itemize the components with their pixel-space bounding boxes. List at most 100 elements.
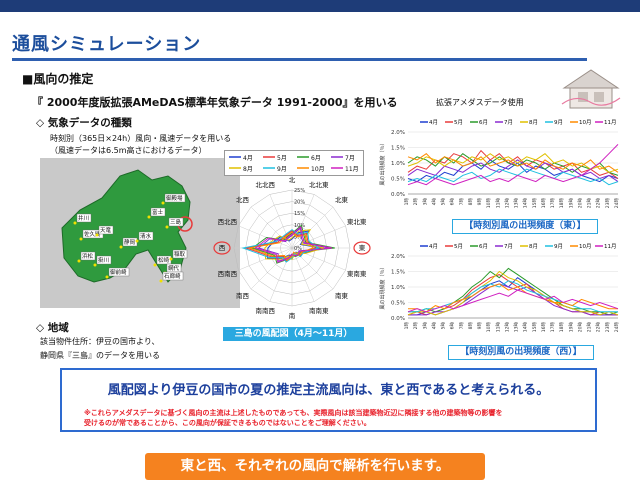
chart-legend-label: 10月 (579, 243, 592, 250)
region-heading: ◇ 地域 (36, 322, 69, 334)
chart-legend-label: 11月 (604, 119, 617, 126)
map-station-label: 松崎 (158, 256, 170, 264)
chart-x-tick: 19時 (568, 198, 574, 209)
map-station-label: 網代 (168, 264, 180, 272)
map-station-label: 御殿場 (166, 194, 183, 202)
chart-x-tick: 15時 (532, 198, 538, 209)
disclaimer-line1: ※これらアメダスデータに基づく風向の主流は上述したものであっても、実際風向は該当… (84, 409, 503, 417)
chart-x-tick: 10時 (486, 198, 492, 209)
chart-legend-label: 4月 (429, 119, 438, 126)
map-station-label: 清水 (140, 232, 152, 240)
data-source-quote: 『 2000年度版拡張AMeDAS標準年気象データ 1991-2000』を用いる (32, 96, 398, 109)
radar-direction-label: 東 (359, 243, 366, 252)
chart-x-tick: 18時 (559, 198, 565, 209)
radar-direction-label: 南南西 (255, 306, 275, 315)
chart-y-tick: 1.5% (391, 146, 405, 152)
radar-spoke (238, 225, 293, 249)
radar-series-5 (264, 229, 325, 261)
radar-direction-label: 南南東 (309, 306, 329, 315)
chart-legend-label: 11月 (604, 243, 617, 250)
radar-spoke (291, 206, 334, 249)
chart-x-tick: 4時 (431, 198, 437, 206)
chart-x-tick: 23時 (605, 322, 611, 333)
map-station: 井川 (73, 213, 92, 225)
chart-legend-label: 8月 (529, 243, 538, 250)
radar-direction-label: 北東 (335, 195, 349, 204)
map-station: 清水 (135, 231, 154, 243)
chart-series-11月 (407, 144, 619, 186)
radar-direction-label: 北西 (236, 196, 250, 204)
chart-x-tick: 1時 (404, 198, 410, 206)
chart-x-tick: 1時 (404, 322, 410, 330)
chart-x-tick: 16時 (541, 322, 547, 333)
chart-y-tick: 0.0% (391, 316, 405, 322)
radar-scale-tick: 10% (294, 223, 305, 229)
wind-rose-caption: 三島の風配図（4月～11月） (223, 327, 364, 341)
chart-x-tick: 3時 (422, 198, 428, 206)
chart-frame (378, 238, 628, 342)
radar-direction-label: 西北西 (218, 218, 238, 226)
chart-legend-label: 7月 (504, 119, 513, 126)
map-station: 浜松 (77, 251, 96, 263)
chart-y-label: 風の出現頻度（％） (379, 264, 386, 309)
radar-direction-label: 東北東 (347, 217, 367, 226)
map-station-label: 稲取 (174, 250, 186, 258)
map-station-label: 掛川 (98, 256, 109, 264)
radar-scale-tick: 0% (294, 246, 302, 252)
legend-label: 10月 (311, 166, 325, 173)
chart-y-label: 風の出現頻度（％） (379, 140, 386, 185)
radar-spoke (291, 194, 315, 249)
region-line1: 該当物件住所：伊豆の国市より、 (40, 337, 160, 346)
top-bar (0, 0, 640, 12)
weather-data-line1: 時刻別（365日×24h）風向・風速データを用いる (50, 134, 232, 143)
chart-y-tick: 1.5% (391, 270, 405, 276)
radar-direction-label: 西南西 (218, 269, 238, 278)
chart-x-tick: 15時 (532, 322, 538, 333)
map-station-label: 静岡 (124, 238, 136, 246)
shizuoka-map: 井川 佐久間 天竜 浜松 掛川 静岡 清水 御前崎 松崎 網代 三島 御殿場 富士 稲取 石廊崎 (40, 158, 240, 308)
chart-x-tick: 2時 (413, 322, 419, 330)
chart-series-10月 (408, 283, 618, 313)
map-station-label: 富士 (152, 208, 164, 216)
extended-amedas-label: 拡張アメダスデータ使用 (436, 98, 524, 107)
map-station: 御前崎 (105, 267, 130, 279)
chart-y-tick: 0.5% (391, 301, 405, 307)
chart-x-tick: 10時 (486, 322, 492, 333)
map-station: 富士 (147, 207, 166, 219)
page-title: 通風シミュレーション (12, 34, 202, 55)
map-station: 掛川 (93, 255, 112, 267)
chart-x-tick: 17時 (550, 322, 556, 333)
chart-legend-label: 10月 (579, 119, 592, 126)
chart-x-tick: 4時 (431, 322, 437, 330)
chart-x-tick: 13時 (514, 198, 520, 209)
chart-x-tick: 23時 (605, 198, 611, 209)
radar-highlight-circle (213, 241, 231, 255)
radar-direction-label: 東南東 (347, 269, 367, 278)
radar-scale-tick: 25% (294, 188, 305, 194)
chart-series-10月 (407, 153, 619, 173)
chart-legend-label: 6月 (479, 119, 488, 126)
chart-legend-label: 7月 (504, 243, 513, 250)
chart-x-tick: 13時 (514, 322, 520, 333)
chart-y-tick: 0.0% (391, 192, 405, 198)
chart-x-tick: 24時 (614, 322, 620, 333)
radar-direction-label: 南 (289, 311, 296, 320)
legend-label: 6月 (311, 155, 321, 162)
chart-x-tick: 18時 (559, 322, 565, 333)
radar-spoke (269, 194, 293, 249)
chart-x-tick: 16時 (541, 198, 547, 209)
chart-legend-label: 9月 (554, 243, 563, 250)
chart-series-8月 (407, 270, 619, 316)
conclusion-text: 風配図より伊豆の国市の夏の推定主流風向は、東と西であると考えられる。 (107, 383, 550, 398)
map-station: 御殿場 (161, 193, 186, 205)
chart-x-tick: 5時 (441, 322, 447, 330)
chart-x-tick: 11時 (495, 198, 501, 209)
chart-x-tick: 17時 (550, 198, 556, 209)
radar-spoke (250, 247, 293, 290)
radar-direction-label: 南西 (236, 291, 250, 300)
chart-y-tick: 2.0% (391, 254, 405, 260)
legend-label: 9月 (277, 166, 287, 173)
radar-direction-label: 北北西 (255, 181, 275, 189)
radar-series-7 (249, 231, 315, 262)
